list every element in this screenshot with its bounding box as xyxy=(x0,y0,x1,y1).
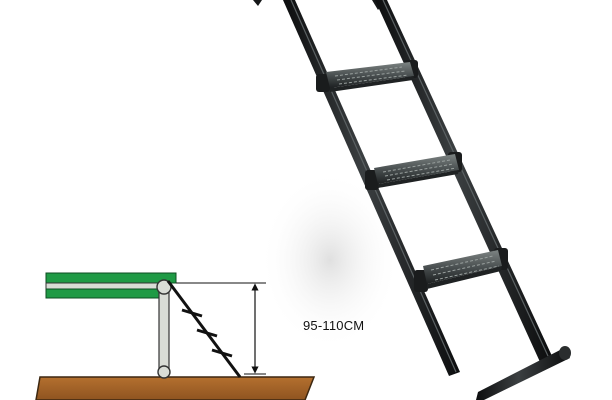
ladder xyxy=(253,0,571,400)
ladder-step-3 xyxy=(414,248,508,292)
right-rail-highlight xyxy=(382,0,549,357)
right-rail xyxy=(375,0,552,362)
leg-foot xyxy=(157,365,171,379)
platform-top xyxy=(45,272,177,284)
ground xyxy=(35,376,316,400)
platform-skirt xyxy=(45,288,167,299)
height-range-label: 95-110CM xyxy=(303,318,365,333)
left-hook xyxy=(253,0,262,6)
ladder-step-1 xyxy=(316,60,418,92)
platform-leg xyxy=(158,289,170,373)
installation-diagram xyxy=(35,272,316,400)
platform-frame xyxy=(45,282,167,290)
ladder-symbol-rail xyxy=(166,280,242,378)
ladder-base-bar xyxy=(476,346,571,400)
ladder-shadow xyxy=(260,170,400,350)
ladder-step-2 xyxy=(365,152,462,190)
ladder-symbol-step-2 xyxy=(196,328,218,338)
ladder-symbol-step-1 xyxy=(181,308,203,318)
ladder-symbol-step-3 xyxy=(211,348,233,358)
